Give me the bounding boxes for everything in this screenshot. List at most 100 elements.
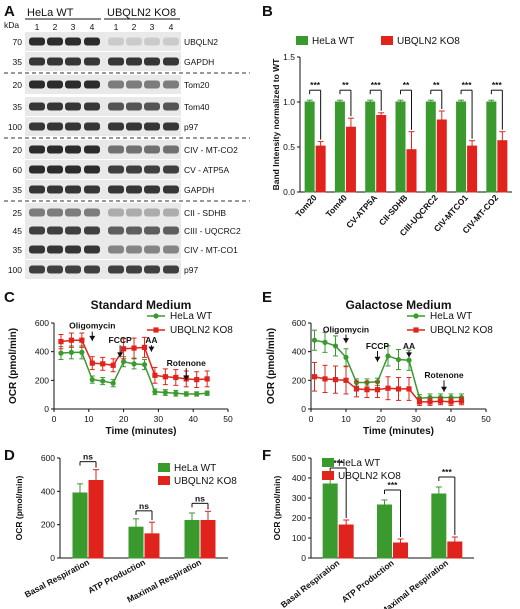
blot-band <box>144 80 160 89</box>
x-tick-label: 20 <box>119 414 129 424</box>
blot-band <box>65 208 81 217</box>
annotation-label: Oligomycin <box>69 321 115 331</box>
legend-label: HeLa WT <box>312 36 354 47</box>
blot-kda: 35 <box>13 245 23 255</box>
chart-standard-medium-ocr: Standard Medium 0 200 400 600 0 10 20 30 40 50 Time… <box>8 298 233 437</box>
legend-marker <box>153 313 159 319</box>
blot-band <box>163 145 179 154</box>
series-hela-wt <box>58 345 210 397</box>
blot-strip <box>25 32 181 51</box>
data-point <box>416 399 423 405</box>
blot-row-civ-mt-co2: 20 CIV - MT-CO2 <box>13 140 238 159</box>
blot-row-gapdh: 35 GAPDH <box>13 180 214 199</box>
blot-label: CIV - MT-CO1 <box>184 245 238 255</box>
blot-band <box>126 122 142 131</box>
blot-row-cv-atp5a: 60 CV - ATP5A <box>13 160 230 179</box>
data-point <box>385 385 391 391</box>
blot-band <box>126 245 142 254</box>
data-point <box>194 391 200 397</box>
blot-strip <box>25 260 181 279</box>
data-point <box>152 372 158 378</box>
x-tick-label: 50 <box>223 414 233 424</box>
blot-band <box>126 208 142 217</box>
western-blot-panel: kDa HeLa WT UBQLN2 KO8 1 2 3 4 1 2 3 4 70 UBQLN2 3… <box>4 7 250 279</box>
category-label: ATP Production <box>340 558 396 605</box>
data-point <box>204 376 210 382</box>
blot-band <box>29 165 45 174</box>
bar-ubqln2-ko8 <box>315 145 326 193</box>
legend-swatch <box>158 476 170 485</box>
annotation-arrowhead <box>183 375 190 381</box>
data-point <box>332 377 339 383</box>
blot-band <box>47 102 63 111</box>
blot-band <box>84 145 100 154</box>
annotation-arrowhead <box>441 386 447 392</box>
data-point <box>437 398 444 404</box>
blot-band <box>65 265 81 274</box>
blot-band <box>84 57 100 66</box>
bar-hela-wt <box>365 101 376 193</box>
blot-strip <box>25 203 181 222</box>
data-point <box>110 380 116 386</box>
blot-band <box>163 80 179 89</box>
blot-band <box>163 102 179 111</box>
blot-row-civ-mt-co1: 35 CIV - MT-CO1 <box>13 240 238 259</box>
blot-row-p97: 100 p97 <box>8 117 198 136</box>
panel-label-b: B <box>262 3 273 20</box>
x-tick-label: 0 <box>52 414 57 424</box>
data-point <box>58 339 64 345</box>
blot-band <box>47 145 63 154</box>
x-tick-label: 30 <box>411 414 421 424</box>
blot-strip <box>25 75 181 94</box>
panel-label-f: F <box>262 447 271 464</box>
annotation-arrowhead <box>343 338 349 344</box>
y-tick-label: 0 <box>301 553 306 563</box>
data-point <box>427 394 433 401</box>
blot-row-p97: 100 p97 <box>8 260 198 279</box>
panel-label-c: C <box>4 289 15 306</box>
bar-hela-wt <box>456 101 467 193</box>
blot-band <box>163 37 179 46</box>
blot-band <box>163 122 179 131</box>
y-tick-label: 400 <box>41 486 55 496</box>
blot-band <box>47 226 63 235</box>
blot-band <box>84 37 100 46</box>
blot-row-tom20: 20 Tom20 <box>13 75 210 94</box>
blot-band <box>47 57 63 66</box>
y-tick-label: 0.5 <box>283 142 295 152</box>
blot-kda: 35 <box>13 57 23 67</box>
y-tick-label: 0 <box>301 404 306 414</box>
data-point <box>458 398 465 404</box>
significance-label: ns <box>195 493 205 503</box>
blot-kda: 100 <box>8 265 22 275</box>
blot-band <box>84 165 100 174</box>
blot-band <box>144 208 160 217</box>
significance-label: *** <box>442 467 453 477</box>
chart-standard-medium-summary: 0 200 400 600 OCR (pmol/min) ns Basal Respirat… <box>14 452 237 605</box>
x-tick-label: 10 <box>84 414 94 424</box>
blot-band <box>29 208 45 217</box>
blot-label: CIII - UQCRC2 <box>184 226 241 236</box>
bar-ubqln2-ko8 <box>345 126 356 193</box>
blot-kda: 35 <box>13 102 23 112</box>
x-axis-label: Time (minutes) <box>106 426 177 437</box>
blot-band <box>84 245 100 254</box>
legend-label: HeLa WT <box>170 311 212 322</box>
data-point <box>141 361 148 368</box>
lane-number: 3 <box>71 22 76 32</box>
blot-band <box>126 165 142 174</box>
x-tick-label: 50 <box>481 414 491 424</box>
blot-kda: 20 <box>13 80 23 90</box>
blot-band <box>84 122 100 131</box>
blot-band <box>29 245 45 254</box>
blot-band <box>47 122 63 131</box>
y-axis-label: Band Intensity normalized to WT <box>271 58 281 191</box>
lane-number: 1 <box>114 22 119 32</box>
data-point <box>343 377 349 383</box>
legend-marker <box>413 327 419 333</box>
blot-band <box>163 185 179 194</box>
y-tick-label: 100 <box>292 533 306 543</box>
y-axis-label: OCR (pmol/min) <box>8 328 19 404</box>
blot-band <box>108 245 124 254</box>
blot-band <box>29 102 45 111</box>
